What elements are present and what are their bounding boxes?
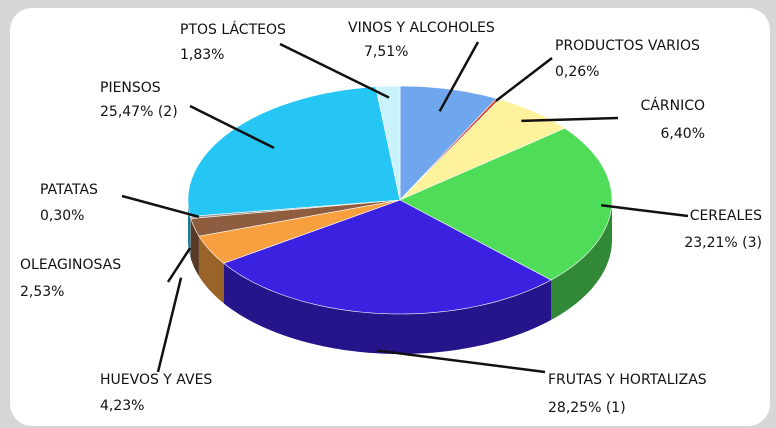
slice-value-label: 2,53%: [20, 284, 64, 300]
slice-label: CEREALES: [690, 208, 762, 224]
slice-label: PRODUCTOS VARIOS: [555, 38, 700, 54]
slice-value-label: 25,47% (2): [100, 104, 178, 120]
leader-line: [189, 104, 275, 149]
slice-side: [550, 200, 612, 321]
leader-line: [438, 41, 480, 112]
slice-value-label: 23,21% (3): [684, 235, 762, 251]
leader-line: [601, 204, 689, 218]
leader-line: [156, 277, 183, 373]
slice: [187, 86, 401, 217]
slice-label: PATATAS: [40, 182, 98, 198]
slice-side: [190, 216, 191, 259]
slice: [198, 199, 401, 264]
leader-line: [121, 194, 200, 219]
slice-value-label: 7,51%: [364, 44, 408, 60]
slice-value-label: 0,26%: [555, 64, 599, 80]
leader-line: [376, 349, 546, 374]
slice-label: PTOS LÁCTEOS: [180, 21, 286, 38]
slice: [190, 199, 401, 237]
slice-label: HUEVOS Y AVES: [100, 372, 212, 388]
leader-line: [166, 247, 192, 283]
slice-label: PIENSOS: [100, 80, 161, 96]
slice-value-label: 1,83%: [180, 47, 224, 63]
slice: [223, 199, 552, 315]
slice-value-label: 6,40%: [661, 126, 705, 142]
slice-label: OLEAGINOSAS: [20, 257, 121, 273]
slice-side: [198, 236, 224, 304]
slice-label: VINOS Y ALCOHOLES: [348, 20, 495, 36]
slice-value-label: 28,25% (1): [548, 400, 626, 416]
slice-side: [223, 263, 551, 354]
leader-line: [495, 57, 553, 102]
slice-value-label: 0,30%: [40, 208, 84, 224]
slice-label: FRUTAS Y HORTALIZAS: [548, 372, 707, 388]
slice-value-label: 4,23%: [100, 398, 144, 414]
slice: [375, 85, 401, 201]
slice: [399, 98, 566, 201]
slice-label: CÁRNICO: [641, 97, 705, 114]
leader-line: [279, 42, 390, 99]
leader-line: [521, 116, 619, 123]
slice: [399, 85, 497, 201]
